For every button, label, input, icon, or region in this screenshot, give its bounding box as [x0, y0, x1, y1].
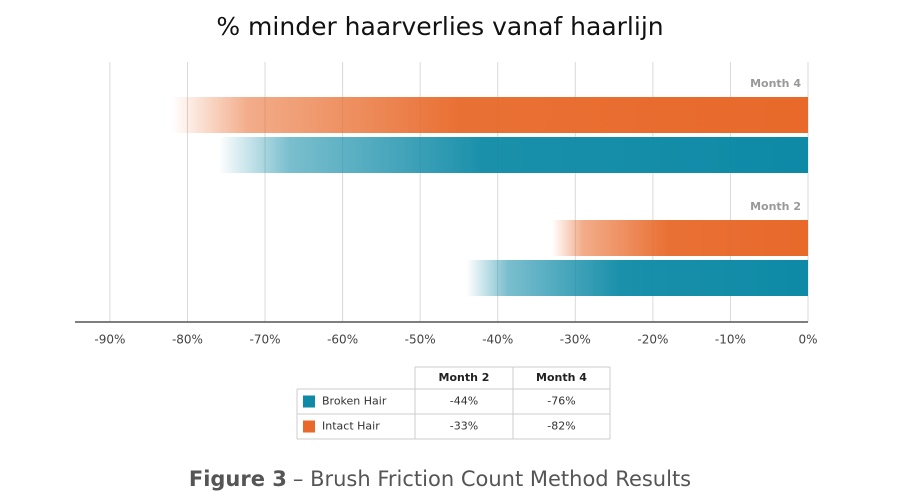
- table-header: Month 2: [439, 371, 490, 384]
- legend-swatch: [303, 420, 315, 433]
- legend-swatch: [303, 395, 315, 408]
- x-tick-label: -20%: [637, 333, 668, 347]
- caption: Figure 3– Brush Friction Count Method Re…: [189, 467, 691, 491]
- x-tick-label: -10%: [715, 333, 746, 347]
- table-value: -82%: [547, 420, 575, 433]
- caption-label: Figure 3: [189, 467, 287, 491]
- x-tick-label: -70%: [250, 333, 281, 347]
- x-tick-label: -80%: [172, 333, 203, 347]
- x-tick-label: 0%: [798, 333, 817, 347]
- x-tick-label: -40%: [482, 333, 513, 347]
- x-tick-label: -60%: [327, 333, 358, 347]
- table-value: -76%: [547, 395, 575, 408]
- table-value: -44%: [450, 395, 478, 408]
- table-header: Month 4: [536, 371, 587, 384]
- x-tick-label: -30%: [560, 333, 591, 347]
- chart-title: % minder haarverlies vanaf haarlijn: [216, 12, 663, 41]
- bar: [466, 260, 808, 296]
- group-label: Month 4: [750, 77, 801, 90]
- bar: [218, 137, 808, 173]
- x-tick-label: -50%: [405, 333, 436, 347]
- x-tick-label: -90%: [94, 333, 125, 347]
- table-value: -33%: [450, 420, 478, 433]
- bar: [171, 97, 809, 133]
- legend-label: Intact Hair: [322, 420, 380, 433]
- caption-text: – Brush Friction Count Method Results: [293, 467, 691, 491]
- group-label: Month 2: [750, 200, 801, 213]
- legend-label: Broken Hair: [322, 395, 387, 408]
- bar: [552, 220, 808, 256]
